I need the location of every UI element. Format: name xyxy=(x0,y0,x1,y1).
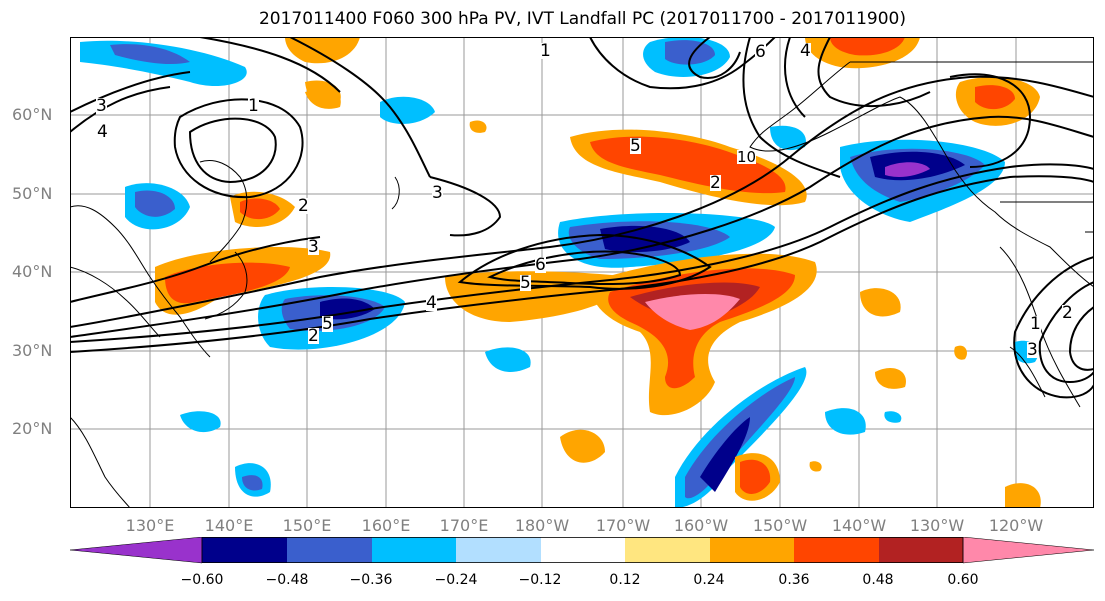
lon-label: 130°W xyxy=(909,516,965,535)
colorbar-tick-label: −0.48 xyxy=(265,572,309,588)
colorbar-swatch xyxy=(456,537,541,563)
contour-label: 3 xyxy=(308,237,319,257)
contour-label: 2 xyxy=(1062,303,1073,323)
lat-label: 20°N xyxy=(12,419,53,438)
map-panel xyxy=(70,37,1094,508)
colorbar-swatch xyxy=(794,537,879,563)
colorbar-tick-label: −0.60 xyxy=(180,572,224,588)
lat-label: 40°N xyxy=(12,262,53,281)
colorbar-swatch xyxy=(287,537,372,563)
colorbar xyxy=(70,537,1094,564)
lon-label: 160°E xyxy=(361,516,411,535)
contour-label: 1 xyxy=(248,96,259,116)
colorbar-swatch xyxy=(372,537,456,563)
contour-label: 1 xyxy=(1030,314,1041,334)
colorbar-tick-label: −0.12 xyxy=(518,572,562,588)
contour-label: 2 xyxy=(298,196,309,216)
colorbar-tick-label: 0.12 xyxy=(609,572,641,588)
colorbar-tick-label: −0.36 xyxy=(349,572,393,588)
contour-label: 2 xyxy=(710,173,721,193)
colorbar-frame xyxy=(201,537,964,563)
contour-label: 1 xyxy=(540,41,551,61)
colorbar-tick-label: 0.60 xyxy=(947,572,979,588)
positive-anomaly-fill xyxy=(155,37,1041,508)
contour-label: 4 xyxy=(426,293,437,313)
contour-label: 10 xyxy=(737,148,757,166)
coastlines xyxy=(70,61,1094,508)
colorbar-tick-label: 0.24 xyxy=(693,572,725,588)
contour-label: 3 xyxy=(1027,340,1038,360)
contour-label: 2 xyxy=(308,326,319,346)
contour-label: 3 xyxy=(432,183,443,203)
pv-contours xyxy=(70,37,1094,399)
contour-label: 5 xyxy=(630,136,641,156)
lon-label: 140°W xyxy=(831,516,887,535)
lon-label: 130°E xyxy=(125,516,175,535)
lon-label: 150°W xyxy=(752,516,808,535)
colorbar-tick-label: 0.36 xyxy=(778,572,810,588)
contour-label: 5 xyxy=(322,314,333,334)
lon-label: 120°W xyxy=(988,516,1044,535)
colorbar-swatch xyxy=(710,537,794,563)
map-frame xyxy=(70,37,1094,508)
lon-label: 140°E xyxy=(204,516,254,535)
colorbar-swatch xyxy=(70,537,203,564)
lon-label: 170°W xyxy=(595,516,651,535)
lon-label: 160°W xyxy=(673,516,729,535)
lon-label: 150°E xyxy=(282,516,332,535)
colorbar-swatch xyxy=(541,537,625,563)
figure-title: 2017011400 F060 300 hPa PV, IVT Landfall… xyxy=(258,9,906,29)
contour-label: 6 xyxy=(535,255,546,275)
contour-label: 4 xyxy=(800,41,811,61)
lat-label: 60°N xyxy=(12,105,53,124)
lat-label: 30°N xyxy=(12,341,53,360)
colorbar-swatch xyxy=(879,537,963,563)
colorbar-swatch xyxy=(962,537,1094,564)
lat-label: 50°N xyxy=(12,184,53,203)
colorbar-tick-label: −0.24 xyxy=(434,572,478,588)
colorbar-swatch xyxy=(202,537,287,563)
colorbar-swatch xyxy=(625,537,710,563)
contour-label: 3 xyxy=(96,96,107,116)
contour-label: 4 xyxy=(97,122,108,142)
lon-label: 170°E xyxy=(439,516,489,535)
lon-label: 180°W xyxy=(514,516,570,535)
contour-label: 5 xyxy=(520,273,531,293)
contour-label: 6 xyxy=(755,42,766,62)
colorbar-tick-label: 0.48 xyxy=(862,572,894,588)
